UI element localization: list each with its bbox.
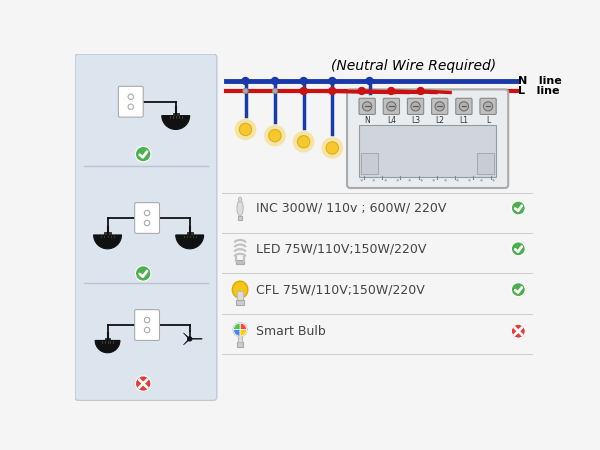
Circle shape <box>373 179 375 181</box>
Circle shape <box>385 179 387 181</box>
Circle shape <box>272 88 278 94</box>
Circle shape <box>235 119 256 140</box>
Wedge shape <box>176 235 203 249</box>
Circle shape <box>271 77 278 85</box>
Ellipse shape <box>232 281 248 298</box>
Wedge shape <box>233 330 240 336</box>
FancyBboxPatch shape <box>431 98 448 114</box>
Text: INC 300W/ 110v ; 600W/ 220V: INC 300W/ 110v ; 600W/ 220V <box>256 202 446 215</box>
Text: N   line: N line <box>518 76 562 86</box>
Circle shape <box>269 130 281 142</box>
Circle shape <box>329 87 336 94</box>
Wedge shape <box>240 323 247 330</box>
FancyBboxPatch shape <box>456 98 472 114</box>
Ellipse shape <box>233 323 247 337</box>
Circle shape <box>329 88 335 94</box>
Bar <box>236 300 244 305</box>
Circle shape <box>361 179 363 181</box>
Circle shape <box>511 324 525 338</box>
Bar <box>236 261 244 264</box>
Circle shape <box>469 179 471 181</box>
Ellipse shape <box>237 200 243 216</box>
FancyBboxPatch shape <box>480 98 496 114</box>
FancyBboxPatch shape <box>383 98 400 114</box>
Circle shape <box>136 266 151 281</box>
Polygon shape <box>184 339 190 345</box>
Circle shape <box>409 179 411 181</box>
Circle shape <box>300 87 307 94</box>
Text: LED 75W/110V;150W/220V: LED 75W/110V;150W/220V <box>256 242 426 255</box>
Circle shape <box>358 87 365 94</box>
Circle shape <box>242 77 249 85</box>
Bar <box>238 336 242 342</box>
Circle shape <box>481 179 482 181</box>
FancyBboxPatch shape <box>118 86 143 117</box>
Bar <box>477 153 494 174</box>
Circle shape <box>239 123 252 135</box>
Circle shape <box>329 77 336 85</box>
Text: L: L <box>486 116 490 125</box>
Circle shape <box>411 102 420 111</box>
Circle shape <box>387 102 396 111</box>
Circle shape <box>136 376 151 391</box>
Circle shape <box>457 179 459 181</box>
FancyBboxPatch shape <box>75 54 217 400</box>
Wedge shape <box>233 323 240 330</box>
Bar <box>104 233 110 235</box>
Circle shape <box>445 179 447 181</box>
Circle shape <box>397 179 399 181</box>
Circle shape <box>301 88 307 94</box>
FancyBboxPatch shape <box>407 98 424 114</box>
Circle shape <box>326 142 338 154</box>
Text: L   line: L line <box>518 86 560 96</box>
Text: CFL 75W/110V;150W/220V: CFL 75W/110V;150W/220V <box>256 283 424 296</box>
Circle shape <box>511 242 525 256</box>
Bar <box>187 233 193 235</box>
Bar <box>361 153 378 174</box>
Bar <box>173 113 179 116</box>
Circle shape <box>136 146 151 162</box>
Bar <box>238 216 242 220</box>
FancyBboxPatch shape <box>134 310 160 341</box>
Circle shape <box>493 179 494 181</box>
Wedge shape <box>162 116 190 130</box>
Circle shape <box>511 201 525 215</box>
Circle shape <box>264 125 286 146</box>
Circle shape <box>421 179 423 181</box>
Circle shape <box>322 137 343 159</box>
Circle shape <box>435 102 445 111</box>
Text: L2: L2 <box>435 116 444 125</box>
Circle shape <box>243 88 248 94</box>
Circle shape <box>298 135 310 148</box>
Bar <box>359 125 496 177</box>
Wedge shape <box>95 341 120 353</box>
FancyBboxPatch shape <box>359 98 376 114</box>
Circle shape <box>484 102 493 111</box>
Circle shape <box>388 87 395 94</box>
Text: L3: L3 <box>411 116 420 125</box>
Polygon shape <box>184 333 190 338</box>
FancyBboxPatch shape <box>134 202 160 234</box>
Circle shape <box>300 77 307 85</box>
Wedge shape <box>94 235 121 249</box>
Text: N: N <box>364 116 370 125</box>
Circle shape <box>433 179 435 181</box>
Bar <box>105 338 110 341</box>
Text: L4: L4 <box>387 116 396 125</box>
Circle shape <box>366 77 373 85</box>
Bar <box>237 342 243 346</box>
Wedge shape <box>240 330 247 336</box>
Circle shape <box>511 283 525 297</box>
Circle shape <box>293 131 314 153</box>
Bar <box>237 291 243 301</box>
Circle shape <box>417 87 424 94</box>
Circle shape <box>362 102 372 111</box>
Circle shape <box>459 102 469 111</box>
Text: (Neutral Wire Required): (Neutral Wire Required) <box>331 58 496 72</box>
Text: Smart Bulb: Smart Bulb <box>256 325 325 338</box>
FancyBboxPatch shape <box>347 90 508 188</box>
Text: L1: L1 <box>460 116 469 125</box>
Ellipse shape <box>239 197 242 202</box>
Circle shape <box>188 337 192 341</box>
